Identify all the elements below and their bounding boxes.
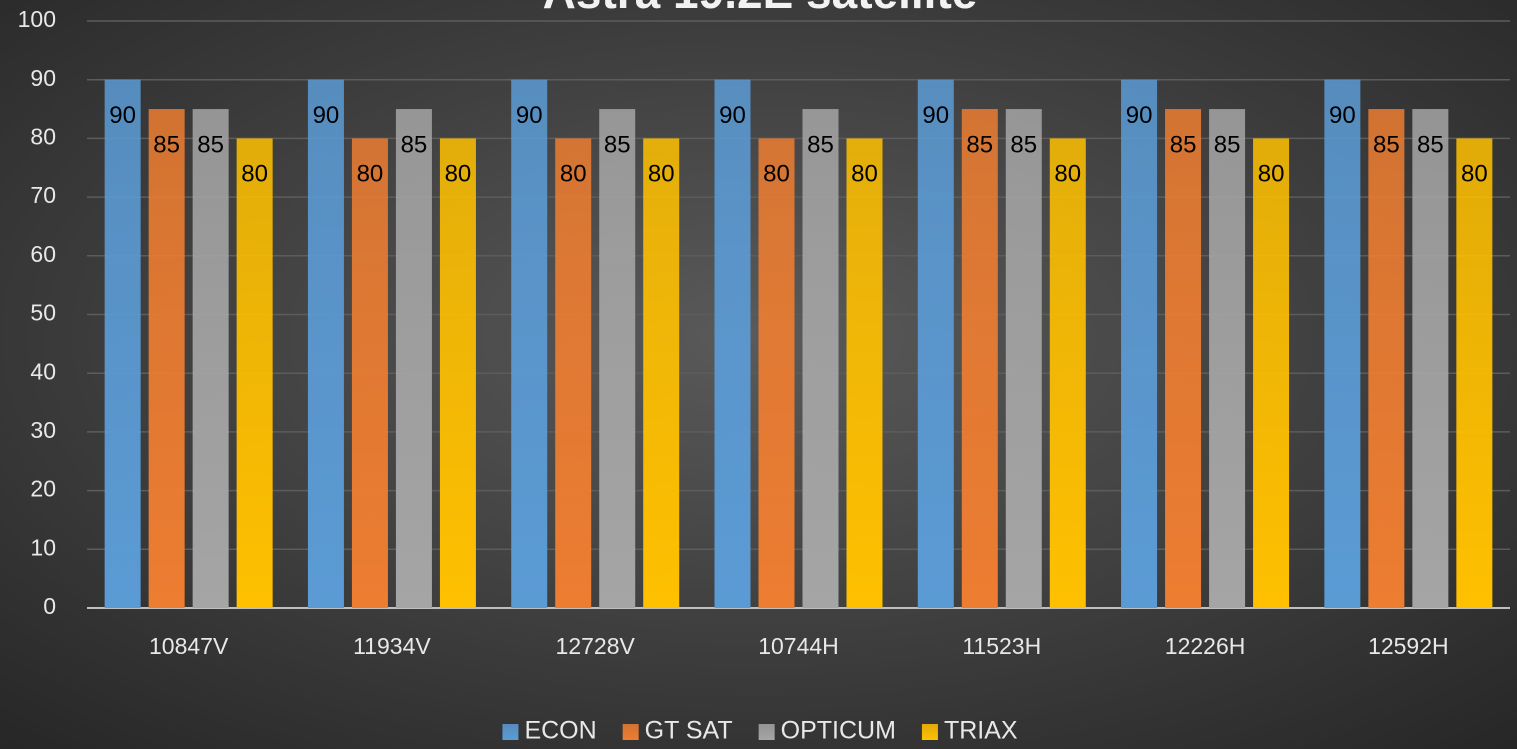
bar <box>439 138 476 608</box>
bar <box>1121 79 1158 608</box>
data-label: 85 <box>807 131 834 158</box>
x-tick-label: 10847V <box>149 633 229 659</box>
data-label: 90 <box>313 102 340 129</box>
data-label: 85 <box>1214 131 1241 158</box>
data-label: 90 <box>109 102 136 129</box>
bar <box>555 138 592 608</box>
data-label: 80 <box>1258 161 1285 188</box>
bar <box>1005 109 1042 609</box>
data-label: 85 <box>401 131 428 158</box>
data-label: 85 <box>197 131 224 158</box>
data-label: 80 <box>1461 161 1488 188</box>
bar <box>192 109 229 609</box>
bar <box>351 138 388 608</box>
bar <box>1368 109 1405 609</box>
data-label: 85 <box>1417 131 1444 158</box>
x-tick-label: 12226H <box>1165 633 1246 659</box>
bar <box>236 138 273 608</box>
legend-label: OPTICUM <box>781 717 896 745</box>
y-tick-label: 60 <box>30 241 56 267</box>
bar <box>1253 138 1290 608</box>
x-tick-label: 11523H <box>962 633 1041 659</box>
data-label: 90 <box>516 102 543 129</box>
bar <box>758 138 795 608</box>
bar <box>1324 79 1361 608</box>
legend-label: GT SAT <box>645 717 733 745</box>
y-tick-label: 50 <box>30 300 56 326</box>
data-label: 90 <box>1329 102 1356 129</box>
y-tick-label: 90 <box>30 65 56 91</box>
y-tick-label: 10 <box>30 534 56 560</box>
bar <box>307 79 344 608</box>
bar <box>802 109 839 609</box>
legend-swatch <box>502 724 519 740</box>
bar <box>846 138 883 608</box>
legend-swatch <box>758 724 775 740</box>
bar <box>1412 109 1449 609</box>
data-label: 85 <box>153 131 180 158</box>
legend-label: TRIAX <box>944 717 1018 745</box>
data-label: 80 <box>445 161 472 188</box>
y-tick-label: 80 <box>30 123 56 149</box>
y-tick-label: 20 <box>30 476 56 502</box>
x-tick-label: 12728V <box>556 633 636 659</box>
legend-label: ECON <box>524 717 596 745</box>
chart-title: Astra 19.2E satellite <box>543 0 978 18</box>
bar <box>148 109 185 609</box>
data-label: 80 <box>763 161 790 188</box>
data-label: 85 <box>1170 131 1197 158</box>
legend-swatch <box>622 724 639 740</box>
bar <box>961 109 998 609</box>
data-label: 80 <box>357 161 384 188</box>
bar <box>917 79 954 608</box>
y-tick-label: 100 <box>18 6 56 32</box>
x-tick-label: 11934V <box>353 633 431 659</box>
data-label: 90 <box>719 102 746 129</box>
bar <box>1165 109 1202 609</box>
data-label: 80 <box>851 161 878 188</box>
data-label: 80 <box>241 161 268 188</box>
bar <box>1049 138 1086 608</box>
data-label: 85 <box>966 131 993 158</box>
data-label: 90 <box>922 102 949 129</box>
x-tick-label: 10744H <box>758 633 839 659</box>
data-label: 90 <box>1126 102 1153 129</box>
data-label: 85 <box>1010 131 1037 158</box>
bar <box>395 109 432 609</box>
bar <box>714 79 751 608</box>
data-label: 80 <box>1054 161 1081 188</box>
x-tick-label: 12592H <box>1368 633 1449 659</box>
bar <box>104 79 141 608</box>
bar <box>511 79 548 608</box>
bar <box>1456 138 1493 608</box>
legend-swatch <box>921 724 938 740</box>
bar <box>643 138 680 608</box>
data-label: 80 <box>560 161 587 188</box>
data-label: 80 <box>648 161 675 188</box>
data-label: 85 <box>604 131 631 158</box>
y-tick-label: 30 <box>30 417 56 443</box>
data-label: 85 <box>1373 131 1400 158</box>
y-tick-label: 70 <box>30 182 56 208</box>
y-tick-label: 0 <box>43 593 56 619</box>
y-tick-label: 40 <box>30 358 56 384</box>
bar <box>599 109 636 609</box>
bar <box>1209 109 1246 609</box>
